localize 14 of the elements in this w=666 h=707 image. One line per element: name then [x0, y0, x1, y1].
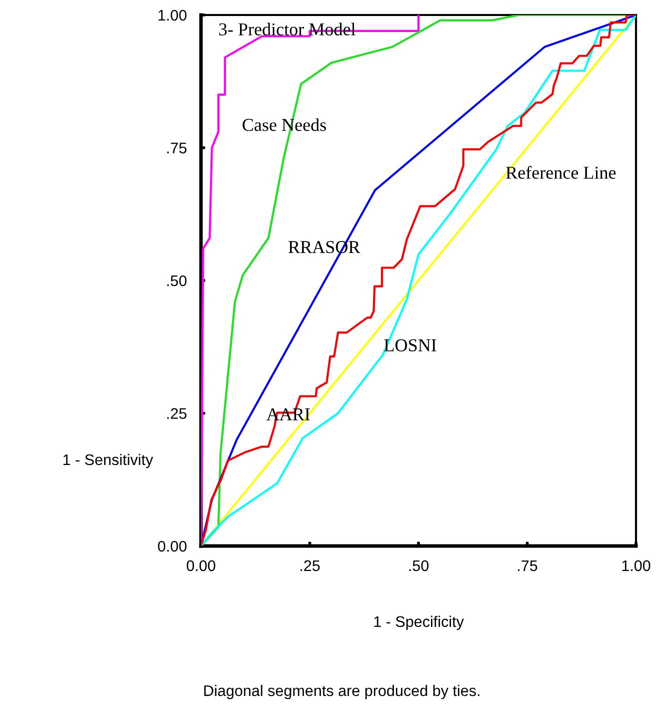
text: Diagonal segments are produced by ties.: [204, 684, 480, 700]
y-tick-label: .75: [167, 142, 186, 154]
y-tick-label: .50: [167, 275, 187, 286]
y-axis-title: 1 - Sensitivity: [63, 454, 154, 468]
y-tick-label: 0.00: [158, 540, 187, 552]
x-tick-label: 0.00: [186, 560, 216, 572]
x-tick-label: 1.00: [622, 560, 650, 572]
x-tick-label: .50: [409, 560, 429, 572]
series-label: Reference Line: [506, 166, 616, 179]
x-tick-label: .75: [518, 560, 538, 572]
x-axis-title: 1 - Specificity: [374, 616, 464, 630]
y-tick-label: .25: [167, 408, 186, 419]
x-tick-label: .25: [300, 560, 320, 572]
y-tick-label: 1.00: [158, 10, 187, 21]
